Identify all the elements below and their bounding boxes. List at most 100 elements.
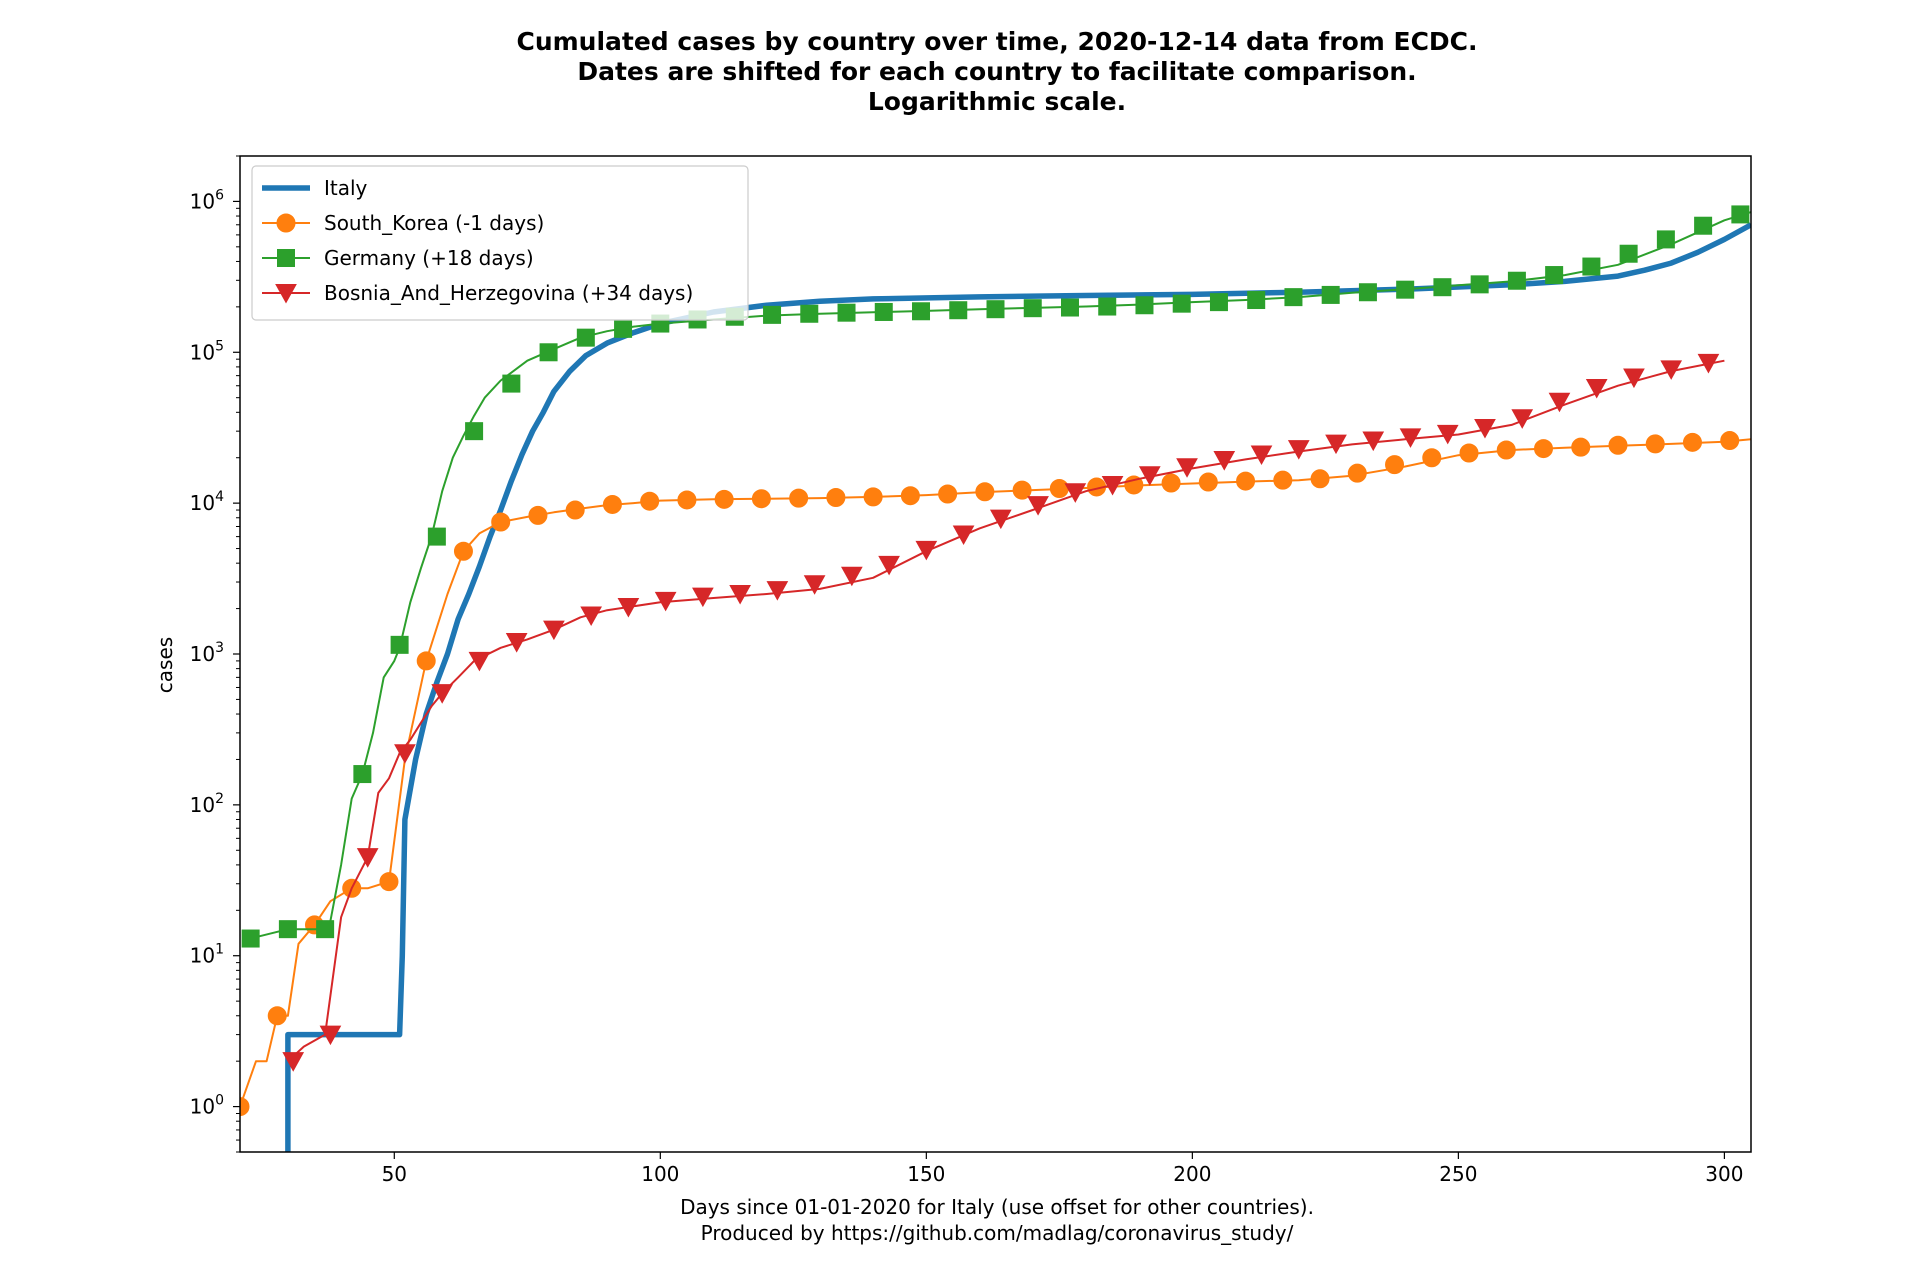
series-2-point-27	[1247, 291, 1266, 310]
series-2-point-5	[427, 527, 446, 546]
series-1-point-32	[1422, 448, 1442, 468]
series-3-point-28	[1325, 434, 1347, 455]
series-2-point-10	[614, 319, 633, 338]
y-tick-label-3: 103	[190, 640, 224, 666]
series-1-point-0	[240, 1097, 250, 1117]
y-tick-label-2: 102	[190, 791, 224, 817]
series-1-point-28	[1273, 470, 1293, 490]
y-tick-label-1: 101	[190, 942, 224, 968]
series-2-point-8	[539, 343, 558, 362]
series-2-point-3	[353, 765, 372, 784]
series-1-point-14	[751, 489, 771, 509]
series-3-point-26	[1250, 445, 1273, 466]
x-tick-label-1: 100	[641, 1162, 679, 1186]
legend-label-3: Bosnia_And_Herzegovina (+34 days)	[324, 281, 693, 305]
series-3-point-35	[1585, 378, 1608, 399]
series-1-point-12	[677, 490, 697, 510]
series-3-point-23	[1138, 466, 1161, 486]
series-2-point-2	[316, 920, 335, 939]
series-2-point-33	[1470, 275, 1489, 294]
series-1-point-39	[1682, 432, 1702, 452]
legend-marker-3	[275, 284, 297, 304]
series-1-point-16	[826, 487, 846, 507]
x-axis-label-line-2: Produced by https://github.com/madlag/co…	[701, 1221, 1294, 1245]
series-3-point-25	[1213, 451, 1236, 471]
legend-label-2: Germany (+18 days)	[324, 246, 534, 270]
series-2-point-6	[465, 422, 484, 441]
series-1-point-38	[1645, 434, 1665, 454]
series-3-point-38	[1697, 353, 1720, 374]
y-axis-label: cases	[153, 637, 177, 693]
series-3-point-22	[1101, 475, 1124, 496]
series-3-point-12	[729, 584, 751, 605]
series-1-point-6	[453, 541, 473, 561]
series-2-point-23	[1098, 297, 1117, 316]
plot-area: 50 100 150 200 250 300 100 101 102 103 104 105 106 It…	[190, 155, 1752, 1186]
series-2-point-7	[502, 374, 521, 393]
series-2-point-4	[390, 635, 409, 654]
legend-marker-1	[276, 213, 296, 233]
series-2-point-1	[278, 920, 297, 939]
series-2-point-38	[1656, 230, 1675, 249]
series-1-point-18	[900, 486, 920, 506]
series-group	[240, 205, 1751, 1152]
series-2-point-39	[1694, 216, 1713, 235]
series-1-point-1	[267, 1006, 287, 1026]
series-1-point-29	[1310, 469, 1330, 489]
series-3-point-5	[468, 651, 491, 672]
y-tick-label-4: 104	[190, 489, 224, 515]
series-3-point-17	[915, 540, 938, 561]
series-2-point-32	[1433, 278, 1452, 297]
x-axis-label-line-1: Days since 01-01-2020 for Italy (use off…	[680, 1195, 1314, 1219]
y-tick-label-0: 100	[190, 1093, 224, 1119]
series-2-point-24	[1135, 296, 1154, 315]
series-3-point-9	[617, 597, 640, 618]
legend-label-1: South_Korea (-1 days)	[324, 211, 544, 235]
series-1-point-37	[1608, 435, 1628, 455]
series-3-point-36	[1623, 368, 1645, 389]
series-3-point-31	[1436, 424, 1459, 445]
series-1-point-8	[528, 505, 548, 525]
chart-title-line-2: Dates are shifted for each country to fa…	[577, 57, 1416, 86]
series-1-point-31	[1385, 455, 1405, 475]
x-tick-label-0: 50	[382, 1162, 407, 1186]
series-2-point-21	[1023, 299, 1042, 318]
series-1-point-11	[640, 491, 660, 511]
series-3-point-29	[1362, 431, 1385, 452]
y-tick-label-5: 105	[190, 338, 224, 364]
series-1-point-20	[975, 482, 995, 502]
series-2-point-19	[949, 301, 968, 320]
series-3-point-7	[543, 620, 565, 641]
series-2-point-30	[1358, 283, 1377, 302]
series-3-point-6	[505, 633, 528, 653]
series-1-point-19	[938, 484, 958, 504]
series-1-point-4	[379, 872, 399, 892]
series-3-point-30	[1399, 428, 1422, 448]
series-1-point-21	[1012, 480, 1032, 500]
series-3-point-27	[1287, 440, 1310, 460]
series-3-point-37	[1660, 360, 1683, 380]
series-2-point-22	[1060, 298, 1079, 317]
series-1-point-40	[1720, 431, 1740, 451]
series-2-point-20	[986, 300, 1005, 319]
series-1-point-33	[1459, 443, 1479, 463]
series-2-point-9	[576, 328, 595, 347]
series-2-point-36	[1582, 257, 1601, 276]
series-2-point-31	[1396, 280, 1415, 299]
series-3-point-16	[878, 555, 900, 576]
series-3-point-20	[1027, 496, 1049, 516]
series-1-point-25	[1161, 473, 1181, 493]
series-1-point-17	[863, 487, 883, 507]
series-1-point-36	[1571, 437, 1591, 457]
series-3-point-13	[766, 581, 789, 601]
series-1-point-34	[1496, 440, 1516, 460]
legend-box	[251, 165, 749, 321]
series-2-point-16	[837, 303, 856, 322]
series-3-point-24	[1176, 458, 1198, 478]
series-1-point-26	[1198, 472, 1218, 492]
legend-marker-2	[277, 249, 295, 267]
series-1-point-10	[602, 494, 622, 514]
legend-label-0: Italy	[324, 176, 368, 200]
